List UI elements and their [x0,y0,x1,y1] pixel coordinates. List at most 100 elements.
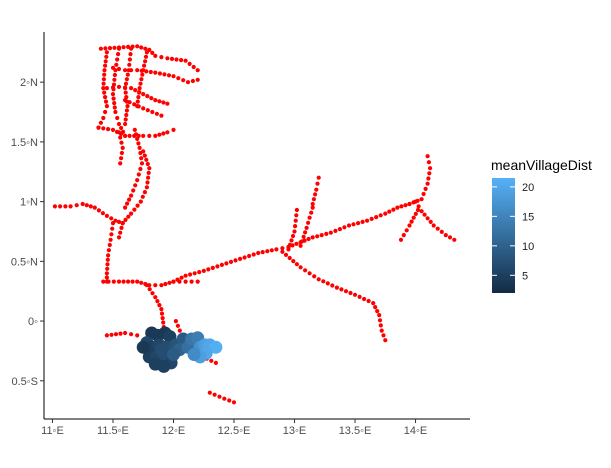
road-point [159,283,164,288]
road-point [171,74,176,79]
road-point [107,242,112,248]
road-point [104,104,109,109]
road-point [145,108,150,113]
road-point [181,78,186,83]
road-point [140,194,145,199]
road-point [110,226,115,231]
road-point [379,328,384,333]
road-point [150,109,155,115]
road-point [123,90,128,95]
road-point [187,61,192,66]
road-point [192,271,197,276]
road-point [98,120,103,125]
road-point [125,201,130,206]
legend-tick-label: 5 [522,270,528,282]
road-point [112,45,117,50]
village-distance-point [187,348,201,361]
road-point [321,279,326,284]
road-point [106,279,111,284]
road-point [287,242,293,247]
road-point [161,100,166,105]
road-point [337,227,342,232]
road-point [413,211,418,216]
y-tick-label: 0.5◦S [11,376,38,388]
road-point [316,175,321,180]
road-point [116,52,121,57]
road-point [133,88,138,93]
road-point [357,294,362,299]
road-point [425,216,430,221]
road-point [116,66,122,72]
road-point [387,209,392,214]
road-point [247,253,252,259]
road-point [150,291,155,296]
road-point [127,197,132,202]
road-point [155,299,160,304]
road-point [419,197,424,202]
road-point [315,181,320,186]
road-point [428,166,433,171]
road-point [162,72,167,77]
road-point [210,265,215,270]
road-point [303,268,308,273]
road-point [113,109,118,115]
x-tick-label: 12◦E [162,425,185,437]
y-tick-label: 1.5◦N [11,137,38,149]
road-point [383,338,388,343]
x-tick-label: 11◦E [41,425,64,437]
road-point [112,105,117,110]
y-tick-label: 1◦N [20,197,38,209]
road-point [161,320,166,325]
road-point [334,285,339,290]
road-point [300,239,305,244]
road-point [153,133,158,138]
road-point [183,279,188,284]
road-point [191,64,196,70]
road-point [206,267,211,272]
road-point [123,117,128,122]
road-point [316,277,321,282]
road-point [146,170,151,175]
road-point [447,235,453,240]
road-point [175,323,180,328]
road-point [330,283,335,288]
road-point [290,233,296,239]
road-point [212,392,217,397]
road-point [171,127,176,132]
road-point [135,44,140,49]
road-point [213,360,218,365]
road-point [126,279,131,284]
legend-tick-label: 10 [522,241,534,253]
road-point [124,108,129,113]
road-point [58,204,63,209]
road-point [105,266,110,271]
road-point [165,56,170,61]
legend: meanVillageDist 5 10 15 20 [491,157,592,293]
road-point [135,178,140,183]
road-point [118,161,123,166]
road-point [177,328,182,333]
road-point [80,201,85,207]
road-point [311,197,316,202]
legend-ticks: 5 10 15 20 [492,182,534,282]
road-point [129,46,134,51]
road-point [153,53,158,59]
road-point [339,287,344,292]
road-point [103,46,108,51]
road-point [306,220,311,225]
road-point [153,283,158,288]
road-point [425,181,430,186]
road-point [101,77,106,82]
road-point [131,188,136,193]
road-point [452,237,457,242]
road-point [310,235,315,240]
road-point [142,190,147,195]
road-point [84,203,89,208]
road-point [104,54,109,59]
road-point [143,59,148,64]
village-distance-point [209,340,223,354]
road-point [52,204,58,209]
road-point [189,279,194,284]
road-point [313,192,318,197]
road-point [147,287,152,292]
